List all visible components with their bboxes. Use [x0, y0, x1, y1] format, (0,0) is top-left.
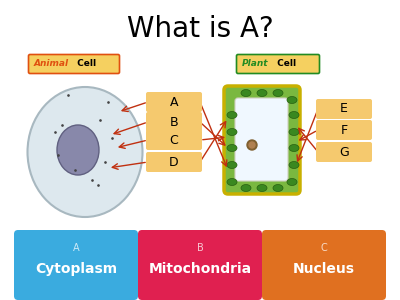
- Text: Cell: Cell: [74, 59, 96, 68]
- Ellipse shape: [227, 145, 237, 152]
- FancyBboxPatch shape: [316, 99, 372, 119]
- Circle shape: [247, 140, 257, 150]
- Ellipse shape: [289, 112, 299, 118]
- Ellipse shape: [287, 97, 297, 104]
- FancyBboxPatch shape: [316, 120, 372, 140]
- FancyBboxPatch shape: [138, 230, 262, 300]
- FancyBboxPatch shape: [262, 230, 386, 300]
- Ellipse shape: [28, 87, 142, 217]
- Circle shape: [249, 142, 255, 148]
- Text: A: A: [170, 95, 178, 109]
- Ellipse shape: [287, 178, 297, 185]
- Ellipse shape: [289, 161, 299, 169]
- Ellipse shape: [227, 178, 237, 185]
- Text: B: B: [170, 116, 178, 128]
- FancyBboxPatch shape: [146, 130, 202, 150]
- FancyBboxPatch shape: [316, 142, 372, 162]
- Text: C: C: [321, 243, 327, 253]
- Text: A: A: [73, 243, 79, 253]
- Ellipse shape: [227, 128, 237, 136]
- Text: F: F: [340, 124, 348, 136]
- Text: Mitochondria: Mitochondria: [148, 262, 252, 276]
- Text: D: D: [169, 155, 179, 169]
- Ellipse shape: [289, 128, 299, 136]
- Ellipse shape: [257, 184, 267, 191]
- Ellipse shape: [241, 184, 251, 191]
- FancyBboxPatch shape: [146, 152, 202, 172]
- Ellipse shape: [57, 125, 99, 175]
- FancyBboxPatch shape: [235, 98, 288, 181]
- Text: C: C: [170, 134, 178, 146]
- Text: Animal: Animal: [34, 59, 69, 68]
- Text: Cytoplasm: Cytoplasm: [35, 262, 117, 276]
- Ellipse shape: [227, 161, 237, 169]
- Ellipse shape: [273, 89, 283, 97]
- Ellipse shape: [227, 112, 237, 118]
- FancyBboxPatch shape: [224, 86, 300, 194]
- Text: B: B: [197, 243, 203, 253]
- FancyBboxPatch shape: [236, 55, 320, 74]
- Text: Plant: Plant: [242, 59, 268, 68]
- FancyBboxPatch shape: [28, 55, 120, 74]
- Ellipse shape: [273, 184, 283, 191]
- Ellipse shape: [289, 145, 299, 152]
- Text: Cell: Cell: [274, 59, 296, 68]
- Ellipse shape: [241, 89, 251, 97]
- Ellipse shape: [257, 89, 267, 97]
- Text: What is A?: What is A?: [127, 15, 273, 43]
- Text: G: G: [339, 146, 349, 158]
- FancyBboxPatch shape: [14, 230, 138, 300]
- FancyBboxPatch shape: [146, 112, 202, 132]
- FancyBboxPatch shape: [146, 92, 202, 112]
- Text: E: E: [340, 103, 348, 116]
- Text: Nucleus: Nucleus: [293, 262, 355, 276]
